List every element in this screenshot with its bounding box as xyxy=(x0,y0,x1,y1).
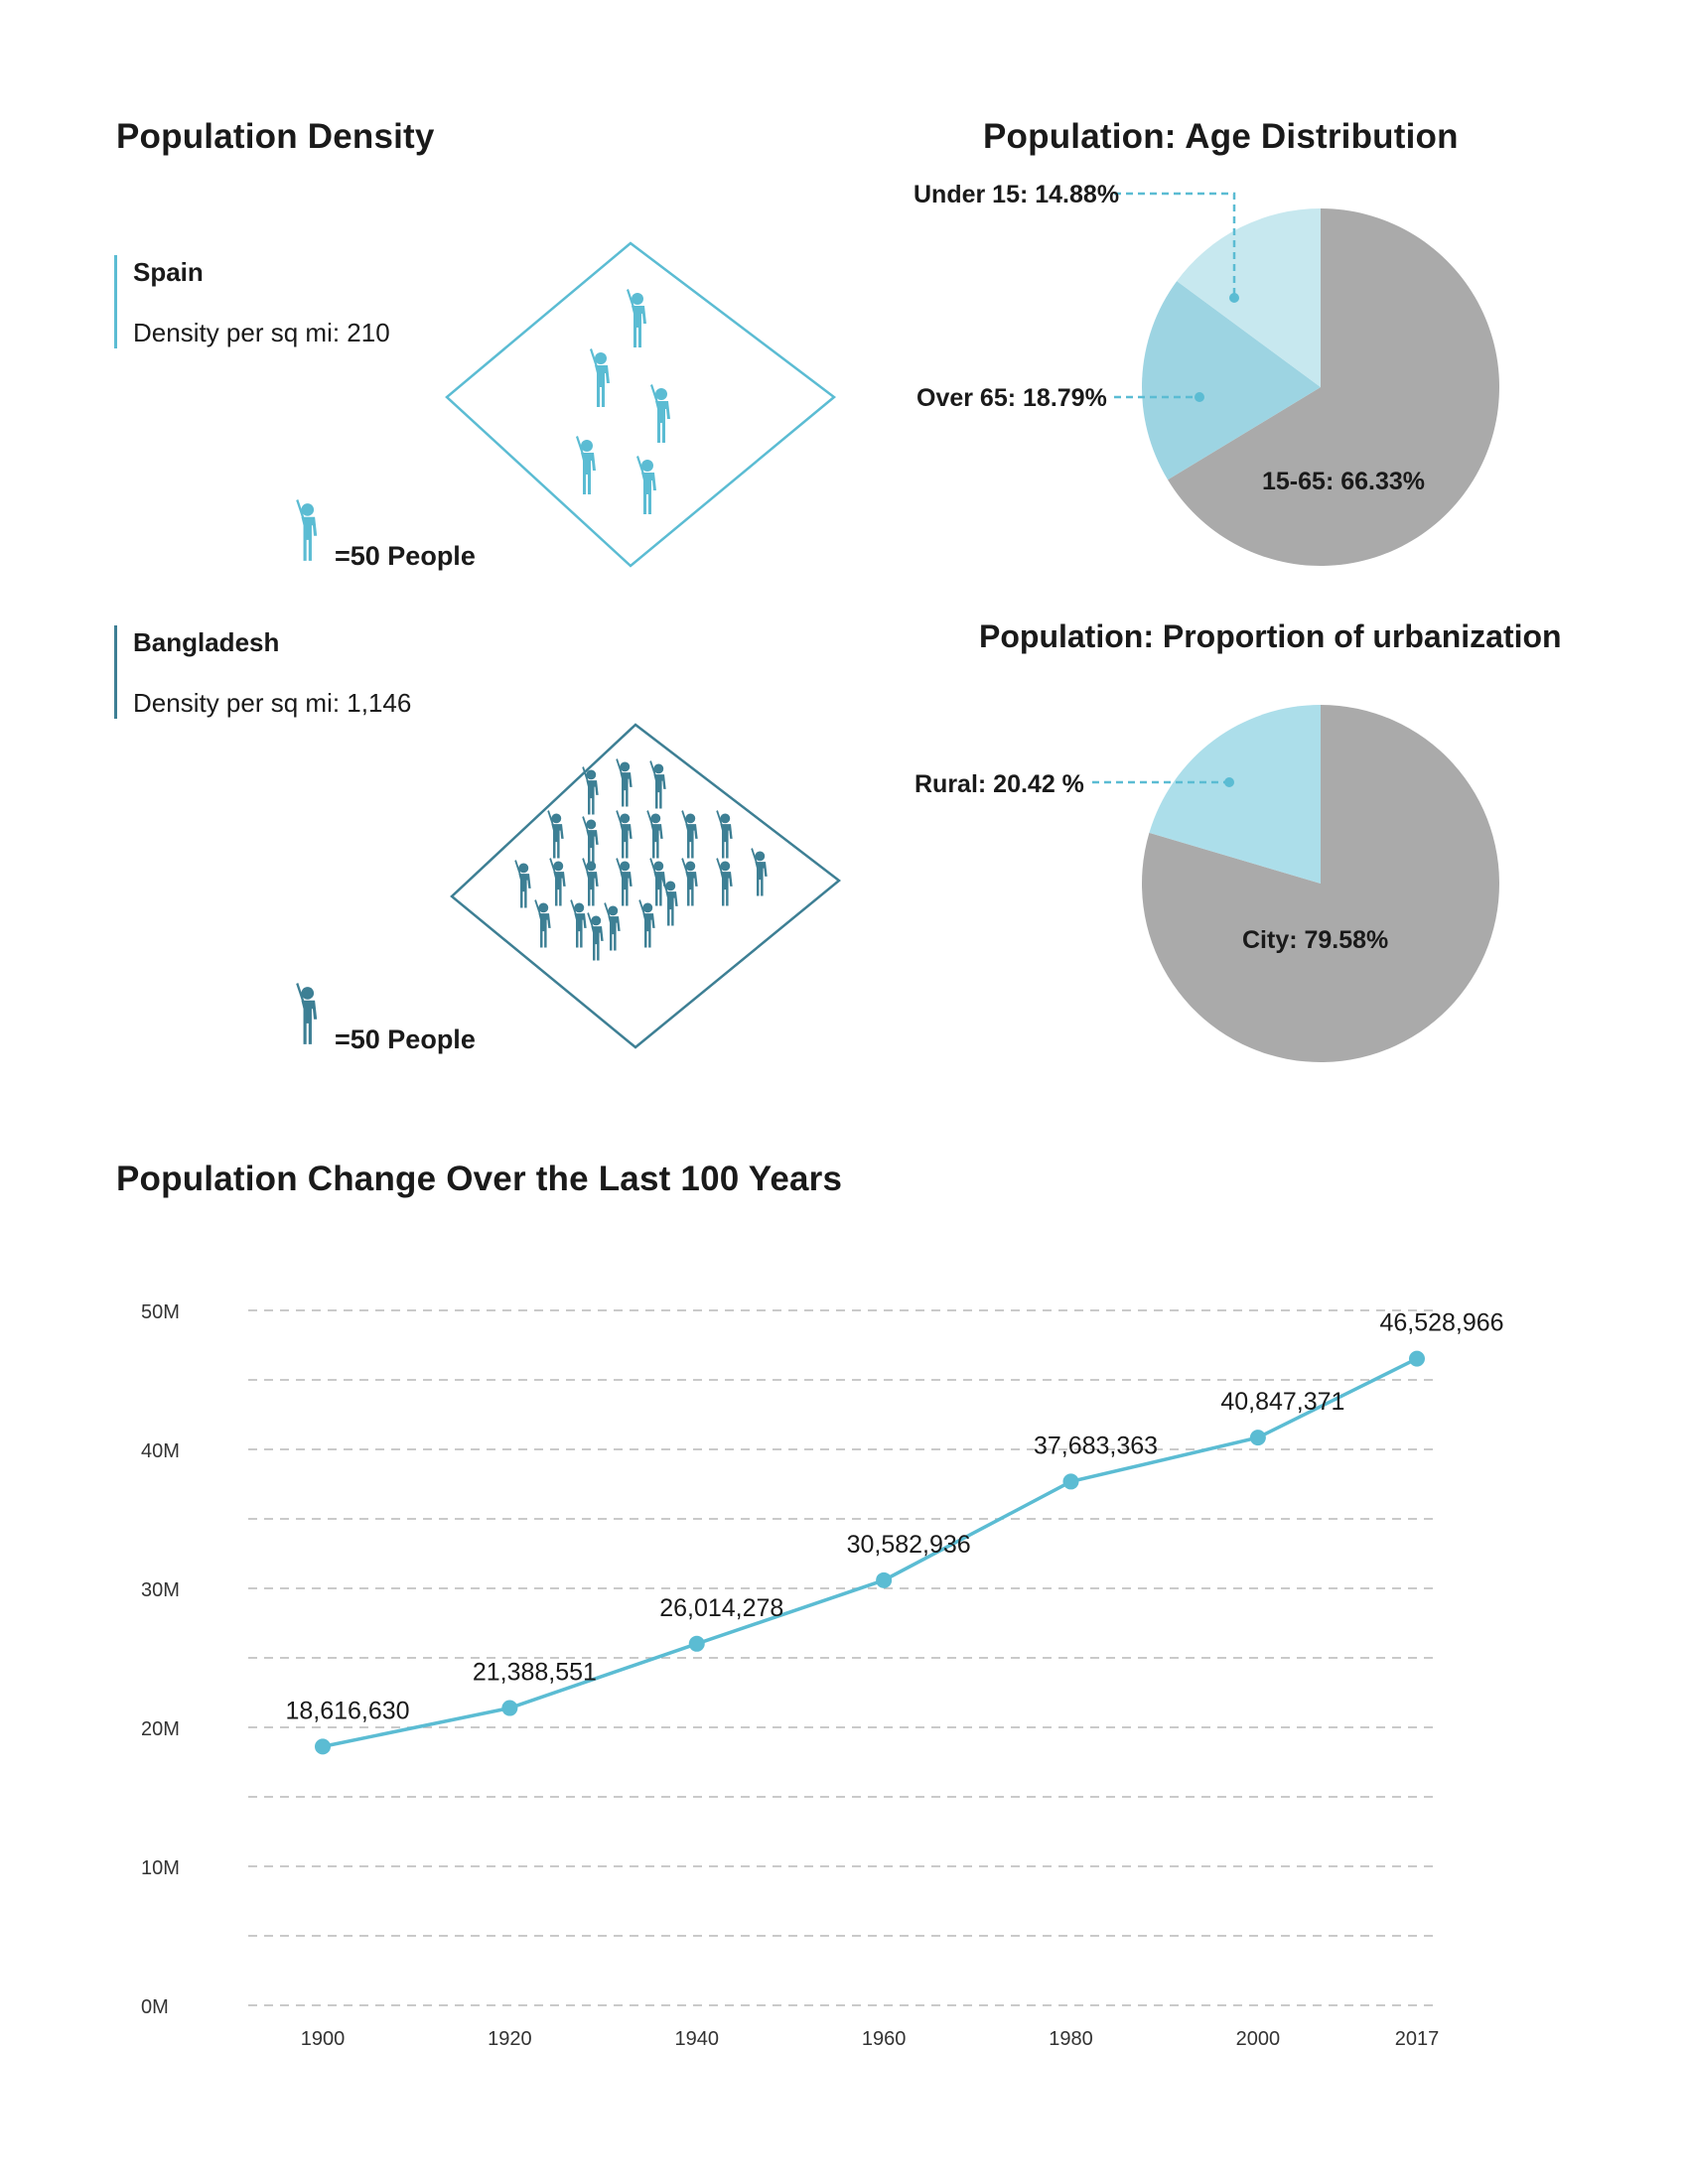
data-point xyxy=(1249,1430,1266,1446)
x-tick-label: 1920 xyxy=(488,2028,532,2050)
data-label: 21,388,551 xyxy=(473,1659,597,1687)
pie-slice-over-65 xyxy=(1142,281,1321,480)
leader-dot xyxy=(1224,777,1234,787)
person-figure xyxy=(681,858,698,906)
data-label: 18,616,630 xyxy=(285,1697,409,1724)
person-figure xyxy=(570,899,587,948)
density-value: Density per sq mi: 1,146 xyxy=(133,688,412,718)
y-tick-label: 20M xyxy=(141,1718,180,1740)
person-figure xyxy=(649,760,666,809)
person-figure xyxy=(547,810,564,859)
data-label: 37,683,363 xyxy=(1034,1432,1158,1459)
person-figure xyxy=(681,810,698,859)
bangladesh-figures xyxy=(514,758,768,961)
y-tick-label: 40M xyxy=(141,1440,180,1462)
bangladesh-density-diagram xyxy=(450,723,842,1049)
pie-label-under-15: Under 15: 14.88% xyxy=(914,181,1120,208)
person-figure xyxy=(590,348,610,407)
y-tick-label: 0M xyxy=(141,1996,169,2018)
leader-dot xyxy=(1195,392,1204,402)
person-figure xyxy=(649,858,666,906)
data-point xyxy=(1062,1473,1079,1490)
pie-label-city: City: 79.58% xyxy=(1242,926,1389,954)
legend-label: =50 People xyxy=(335,541,476,571)
data-label: 26,014,278 xyxy=(659,1594,783,1622)
density-title: Population Density xyxy=(116,117,435,156)
person-icon xyxy=(296,982,318,1044)
country-name: Bangladesh xyxy=(133,627,280,657)
person-figure xyxy=(534,899,551,948)
y-tick-label: 50M xyxy=(141,1301,180,1323)
line-chart-title: Population Change Over the Last 100 Year… xyxy=(116,1160,843,1198)
spain-figures xyxy=(576,289,670,514)
density-diamond xyxy=(450,723,842,1049)
data-point xyxy=(315,1738,331,1755)
person-icon xyxy=(296,498,318,561)
person-figure xyxy=(296,498,318,561)
person-figure xyxy=(661,878,678,926)
country-block-spain: Spain Density per sq mi: 210 xyxy=(114,255,390,348)
age-pie-title: Population: Age Distribution xyxy=(983,117,1459,156)
x-tick-label: 1900 xyxy=(301,2028,346,2050)
country-block-bangladesh: Bangladesh Density per sq mi: 1,146 xyxy=(114,625,411,719)
person-figure xyxy=(627,289,646,347)
legend-label: =50 People xyxy=(335,1024,476,1054)
x-tick-label: 2000 xyxy=(1236,2028,1281,2050)
y-tick-label: 10M xyxy=(141,1857,180,1879)
urbanization-pie xyxy=(1092,705,1499,1062)
person-figure xyxy=(296,982,318,1044)
density-diamond xyxy=(445,241,837,568)
x-tick-label: 1960 xyxy=(862,2028,907,2050)
person-figure xyxy=(604,902,621,951)
pie-label-over-65: Over 65: 18.79% xyxy=(916,384,1107,412)
pie-slice-rural xyxy=(1149,705,1321,884)
person-figure xyxy=(514,860,531,908)
pie-label-15-65: 15-65: 66.33% xyxy=(1262,468,1426,495)
person-figure xyxy=(636,456,656,514)
person-figure xyxy=(646,810,663,859)
person-figure xyxy=(549,858,566,906)
x-tick-label: 1980 xyxy=(1049,2028,1093,2050)
x-tick-label: 1940 xyxy=(675,2028,720,2050)
country-name: Spain xyxy=(133,257,204,287)
urban-pie-title: Population: Proportion of urbanization xyxy=(979,618,1562,654)
x-tick-label: 2017 xyxy=(1395,2028,1440,2050)
data-point xyxy=(1409,1350,1425,1367)
person-figure xyxy=(587,912,604,961)
person-figure xyxy=(582,816,599,865)
data-label: 30,582,936 xyxy=(847,1531,971,1559)
person-figure xyxy=(638,899,655,948)
leader-line xyxy=(1114,192,1236,298)
person-figure xyxy=(582,858,599,906)
y-tick-label: 30M xyxy=(141,1579,180,1601)
person-figure xyxy=(616,810,633,859)
person-figure xyxy=(716,858,733,906)
person-figure xyxy=(650,384,670,443)
pie-slice-15-65 xyxy=(1168,208,1499,566)
person-figure xyxy=(716,810,733,859)
density-value: Density per sq mi: 210 xyxy=(133,318,390,347)
person-figure xyxy=(616,758,633,807)
data-label: 40,847,371 xyxy=(1220,1388,1344,1416)
person-figure xyxy=(576,436,596,494)
spain-density-diagram xyxy=(445,241,837,568)
person-figure xyxy=(616,858,633,906)
age-distribution-pie xyxy=(1114,192,1499,566)
person-figure xyxy=(582,766,599,815)
data-point xyxy=(876,1571,893,1588)
pie-label-rural: Rural: 20.42 % xyxy=(914,770,1084,798)
population-line-chart: 0M 10M 20M 30M 40M 50M 18,616,630 1900 21,388,55… xyxy=(141,1301,1504,2050)
pie-slice-under-15 xyxy=(1177,208,1321,387)
person-figure xyxy=(751,848,768,896)
data-label: 46,528,966 xyxy=(1379,1309,1503,1337)
leader-dot xyxy=(1229,293,1239,303)
data-point xyxy=(501,1700,518,1716)
data-point xyxy=(688,1635,705,1652)
